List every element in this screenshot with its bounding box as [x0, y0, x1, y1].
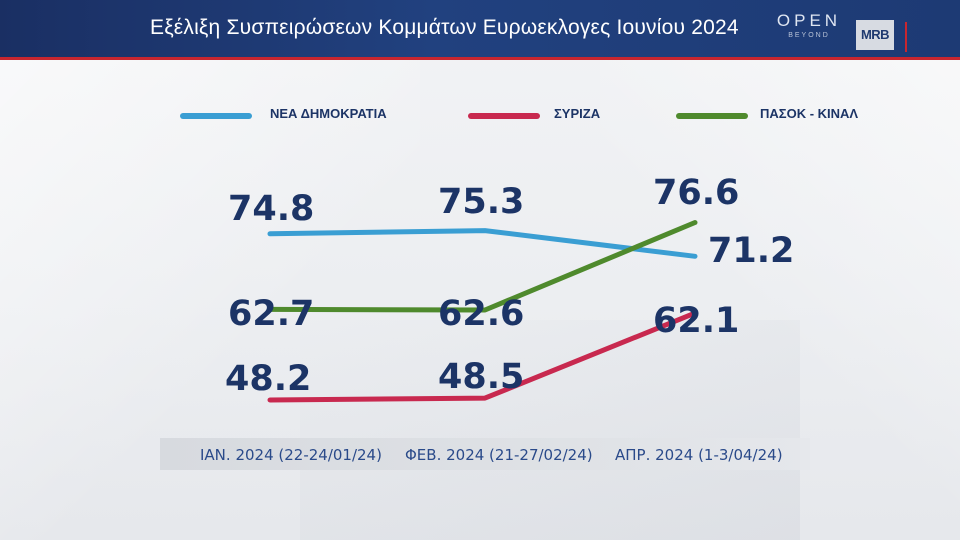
- x-tick-label: ΑΠΡ. 2024 (1-3/04/24): [615, 446, 783, 464]
- chart-title: Εξέλιξη Συσπειρώσεων Κομμάτων Ευρωεκλογε…: [150, 16, 739, 39]
- series-line-nd: [267, 228, 698, 259]
- data-label-nd: 75.3: [438, 182, 524, 222]
- x-axis-band: [160, 438, 810, 470]
- data-label-pasok: 76.6: [653, 173, 739, 213]
- legend-swatch-syriza: [468, 113, 540, 119]
- data-label-nd: 74.8: [228, 189, 314, 229]
- legend-swatch-nd: [180, 113, 252, 119]
- legend-label-pasok: ΠΑΣΟΚ - ΚΙΝΑΛ: [760, 106, 859, 121]
- legend-label-syriza: ΣΥΡΙΖΑ: [554, 106, 601, 121]
- data-label-nd: 71.2: [708, 231, 794, 271]
- data-label-syriza: 48.5: [438, 357, 524, 397]
- data-label-syriza: 62.1: [653, 301, 739, 341]
- x-tick-label: ΙΑΝ. 2024 (22-24/01/24): [200, 446, 382, 464]
- legend-label-nd: ΝΕΑ ΔΗΜΟΚΡΑΤΙΑ: [270, 106, 387, 121]
- data-label-syriza: 48.2: [225, 359, 311, 399]
- open-beyond-logo: OPEN BEYOND: [772, 11, 846, 51]
- open-logo-word: OPEN: [776, 11, 842, 30]
- data-label-pasok: 62.6: [438, 294, 524, 334]
- data-label-pasok: 62.7: [228, 294, 314, 334]
- legend-swatch-pasok: [676, 113, 748, 119]
- title-bar: Εξέλιξη Συσπειρώσεων Κομμάτων Ευρωεκλογε…: [0, 0, 960, 60]
- series-line-syriza: [267, 310, 698, 403]
- mrb-logo: MRB: [856, 20, 894, 50]
- open-logo-sub: BEYOND: [788, 32, 830, 39]
- x-tick-label: ΦΕΒ. 2024 (21-27/02/24): [405, 446, 593, 464]
- header-accent-bar: [905, 22, 907, 52]
- series-line-pasok: [267, 220, 698, 313]
